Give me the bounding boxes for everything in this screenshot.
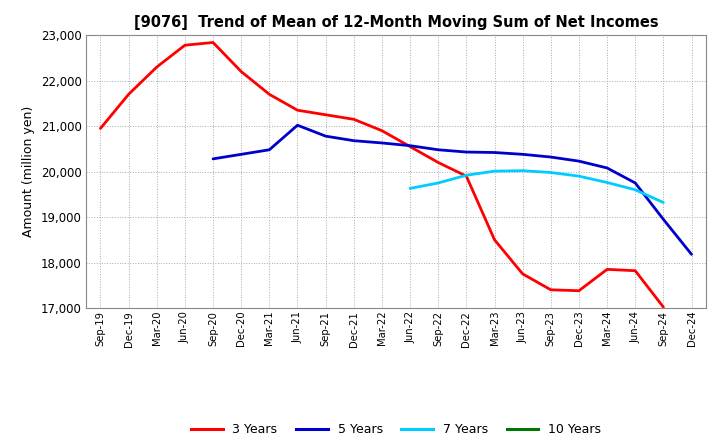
Legend: 3 Years, 5 Years, 7 Years, 10 Years: 3 Years, 5 Years, 7 Years, 10 Years xyxy=(186,418,606,440)
Y-axis label: Amount (million yen): Amount (million yen) xyxy=(22,106,35,237)
Title: [9076]  Trend of Mean of 12-Month Moving Sum of Net Incomes: [9076] Trend of Mean of 12-Month Moving … xyxy=(134,15,658,30)
